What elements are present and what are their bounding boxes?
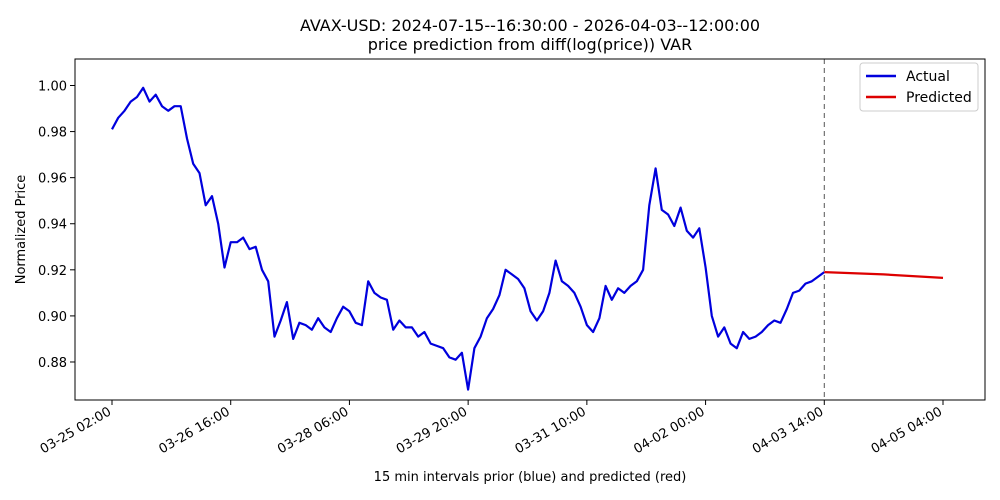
series-layer — [111, 86, 944, 391]
legend: Actual Predicted — [859, 62, 979, 112]
series-line-predicted — [824, 271, 944, 279]
plot-frame — [74, 58, 986, 401]
y-axis-label: Normalized Price — [14, 175, 29, 285]
chart-title-line2: price prediction from diff(log(price)) V… — [368, 35, 692, 54]
y-tick-label: 0.90 — [38, 310, 67, 325]
y-tick-label: 1.00 — [38, 79, 67, 94]
legend-actual-label: Actual — [906, 69, 950, 85]
legend-predicted-label: Predicted — [906, 90, 972, 106]
y-tick-label: 0.96 — [38, 172, 67, 187]
y-tick-label: 0.94 — [38, 218, 67, 233]
x-axis-label: 15 min intervals prior (blue) and predic… — [374, 470, 687, 485]
y-tick-label: 0.98 — [38, 126, 67, 141]
chart-title-line1: AVAX-USD: 2024-07-15--16:30:00 - 2026-04… — [300, 16, 760, 35]
y-tick-label: 0.92 — [38, 264, 67, 279]
series-line-actual — [111, 86, 825, 391]
y-tick-label: 0.88 — [38, 356, 67, 371]
